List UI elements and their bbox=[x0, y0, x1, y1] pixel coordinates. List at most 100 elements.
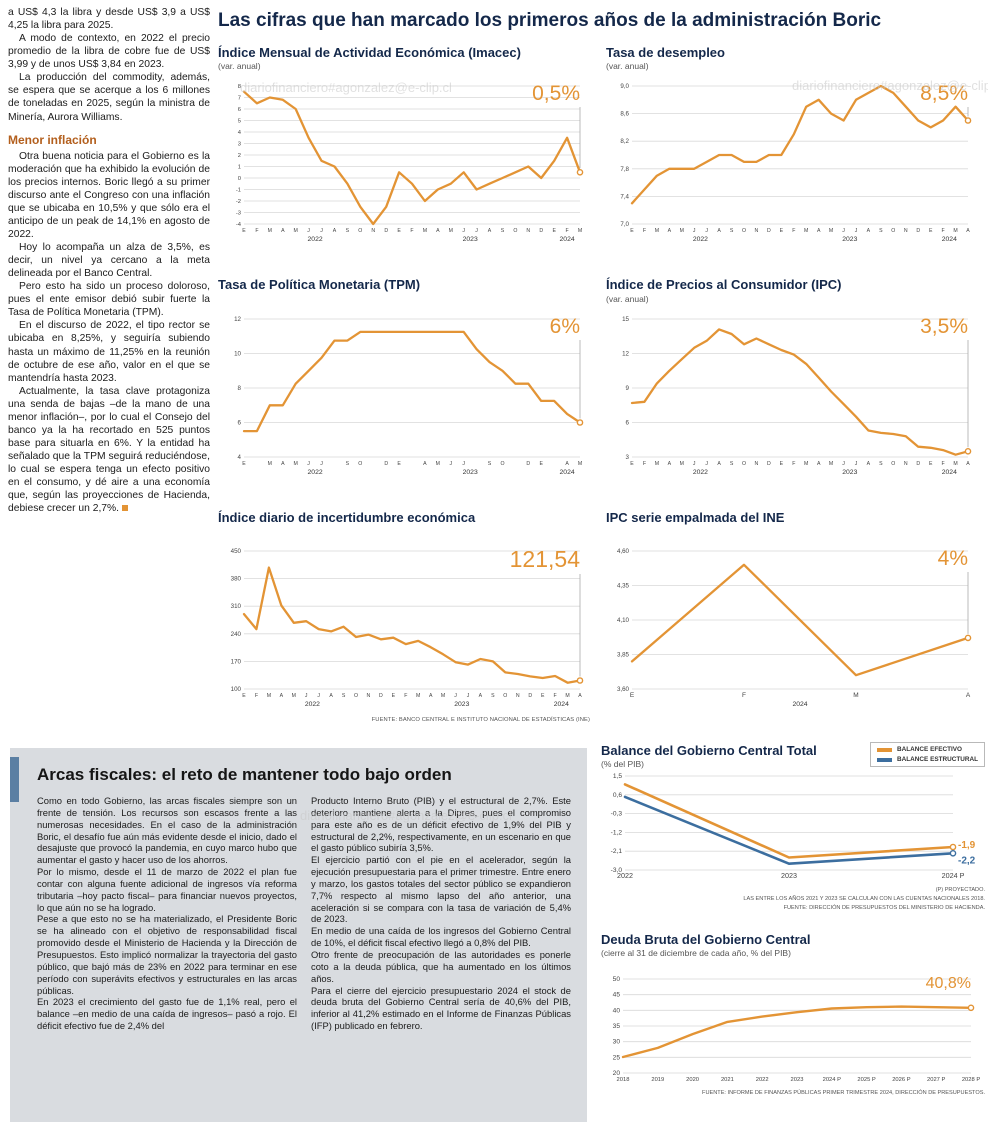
svg-text:A: A bbox=[867, 461, 871, 467]
svg-text:2021: 2021 bbox=[721, 1077, 734, 1083]
chart-footnote: FUENTE: DIRECCIÓN DE PRESUPUESTOS DEL MI… bbox=[783, 905, 985, 912]
svg-text:J: J bbox=[693, 228, 696, 234]
svg-text:M: M bbox=[423, 228, 427, 234]
chart-title: Índice Mensual de Actividad Económica (I… bbox=[218, 45, 521, 60]
svg-text:3,85: 3,85 bbox=[617, 651, 630, 658]
svg-text:2019: 2019 bbox=[651, 1077, 664, 1083]
svg-text:J: J bbox=[317, 693, 320, 699]
svg-text:2022: 2022 bbox=[305, 701, 320, 708]
svg-text:8,5%: 8,5% bbox=[920, 82, 968, 105]
chart-subtitle bbox=[218, 294, 590, 305]
chart-subtitle: (var. anual) bbox=[606, 293, 649, 304]
svg-text:-0,3: -0,3 bbox=[611, 811, 623, 818]
svg-text:N: N bbox=[516, 693, 520, 699]
chart-subtitle: (var. anual) bbox=[606, 61, 649, 72]
svg-text:2024 P: 2024 P bbox=[942, 871, 965, 880]
svg-text:2024: 2024 bbox=[792, 701, 807, 708]
svg-text:N: N bbox=[755, 228, 759, 234]
svg-text:F: F bbox=[942, 461, 945, 467]
svg-text:A: A bbox=[817, 228, 821, 234]
svg-text:M: M bbox=[953, 228, 957, 234]
svg-text:S: S bbox=[730, 461, 734, 467]
svg-text:2022: 2022 bbox=[308, 236, 323, 243]
svg-text:S: S bbox=[730, 228, 734, 234]
svg-text:100: 100 bbox=[231, 686, 242, 693]
svg-text:2023: 2023 bbox=[842, 469, 857, 476]
chart-title: Índice diario de incertidumbre económica bbox=[218, 509, 476, 525]
svg-text:4,10: 4,10 bbox=[617, 617, 630, 624]
svg-text:E: E bbox=[539, 461, 543, 467]
svg-text:F: F bbox=[792, 461, 795, 467]
svg-text:O: O bbox=[891, 228, 895, 234]
fiscal-column-1: Como en todo Gobierno, las arcas fiscale… bbox=[37, 795, 297, 1032]
svg-text:4: 4 bbox=[238, 130, 242, 136]
svg-text:-2,2: -2,2 bbox=[958, 856, 976, 867]
source-note: FUENTE: BANCO CENTRAL E INSTITUTO NACION… bbox=[371, 716, 590, 723]
svg-text:J: J bbox=[855, 228, 858, 234]
svg-text:2022: 2022 bbox=[308, 469, 323, 476]
svg-text:A: A bbox=[479, 693, 483, 699]
svg-text:F: F bbox=[566, 228, 569, 234]
chart-title: Tasa de desempleo bbox=[606, 45, 725, 60]
svg-text:0,5%: 0,5% bbox=[532, 82, 580, 105]
svg-text:O: O bbox=[513, 228, 517, 234]
svg-text:3: 3 bbox=[626, 454, 630, 461]
chart-title: Balance del Gobierno Central Total bbox=[601, 743, 817, 758]
legend-item-efectivo: BALANCE EFECTIVO bbox=[877, 746, 978, 753]
svg-text:7,8: 7,8 bbox=[620, 166, 629, 173]
chart-imacec: Índice Mensual de Actividad Económica (I… bbox=[218, 45, 590, 250]
svg-text:F: F bbox=[554, 693, 557, 699]
svg-text:S: S bbox=[346, 461, 350, 467]
svg-text:50: 50 bbox=[613, 976, 621, 983]
svg-text:40,8%: 40,8% bbox=[926, 975, 971, 992]
fiscal-paragraph: En 2023 el crecimiento del gasto fue de … bbox=[37, 996, 297, 1032]
svg-text:30: 30 bbox=[613, 1039, 621, 1046]
main-charts-section: Las cifras que han marcado los primeros … bbox=[218, 10, 980, 723]
svg-text:D: D bbox=[526, 461, 530, 467]
article-subhead: Menor inflación bbox=[8, 132, 97, 147]
svg-text:A: A bbox=[578, 693, 582, 699]
article-paragraph: Pero esto ha sido un proceso doloroso, p… bbox=[8, 281, 210, 319]
svg-text:M: M bbox=[578, 461, 582, 467]
svg-text:2023: 2023 bbox=[842, 236, 857, 243]
svg-text:E: E bbox=[541, 693, 545, 699]
svg-text:-1,2: -1,2 bbox=[611, 830, 623, 837]
svg-text:450: 450 bbox=[231, 548, 242, 555]
svg-text:M: M bbox=[829, 228, 833, 234]
svg-text:3: 3 bbox=[238, 142, 241, 148]
chart-ipc: Índice de Precios al Consumidor (IPC) (v… bbox=[606, 277, 978, 482]
svg-text:A: A bbox=[281, 461, 285, 467]
svg-text:J: J bbox=[705, 461, 708, 467]
fiscal-paragraph: Otro frente de preocupación de las autor… bbox=[311, 948, 571, 984]
svg-text:M: M bbox=[441, 693, 445, 699]
svg-text:J: J bbox=[705, 228, 708, 234]
svg-text:8,2: 8,2 bbox=[620, 138, 629, 145]
svg-text:M: M bbox=[436, 461, 440, 467]
svg-text:D: D bbox=[384, 461, 388, 467]
svg-text:S: S bbox=[491, 693, 495, 699]
svg-text:10: 10 bbox=[234, 350, 241, 357]
svg-text:9,0: 9,0 bbox=[620, 83, 629, 90]
svg-text:A: A bbox=[281, 228, 285, 234]
chart-desempleo: Tasa de desempleo (var. anual) 9,0 8,6 8,2… bbox=[606, 45, 978, 250]
svg-text:M: M bbox=[565, 693, 569, 699]
svg-text:A: A bbox=[436, 228, 440, 234]
fiscal-paragraph: Pese a que esto no se ha materializado, … bbox=[37, 913, 297, 996]
svg-text:E: E bbox=[630, 692, 635, 699]
fiscal-title: Arcas fiscales: el reto de mantener todo… bbox=[37, 765, 452, 784]
svg-text:6: 6 bbox=[238, 107, 241, 113]
svg-text:9: 9 bbox=[626, 385, 630, 392]
svg-text:M: M bbox=[416, 693, 420, 699]
legend-label: BALANCE EFECTIVO bbox=[897, 746, 963, 753]
svg-text:M: M bbox=[680, 461, 684, 467]
svg-text:D: D bbox=[916, 228, 920, 234]
fiscal-paragraph: En medio de una caída de los ingresos de… bbox=[311, 925, 571, 949]
legend-item-estructural: BALANCE ESTRUCTURAL bbox=[877, 756, 978, 763]
source-note: FUENTE: INFORME DE FINANZAS PÚBLICAS PRI… bbox=[702, 1090, 985, 1097]
svg-text:8: 8 bbox=[238, 385, 242, 392]
fiscal-paragraph: El ejercicio partió con el pie en el ace… bbox=[311, 854, 571, 925]
svg-text:3,5%: 3,5% bbox=[920, 315, 968, 338]
